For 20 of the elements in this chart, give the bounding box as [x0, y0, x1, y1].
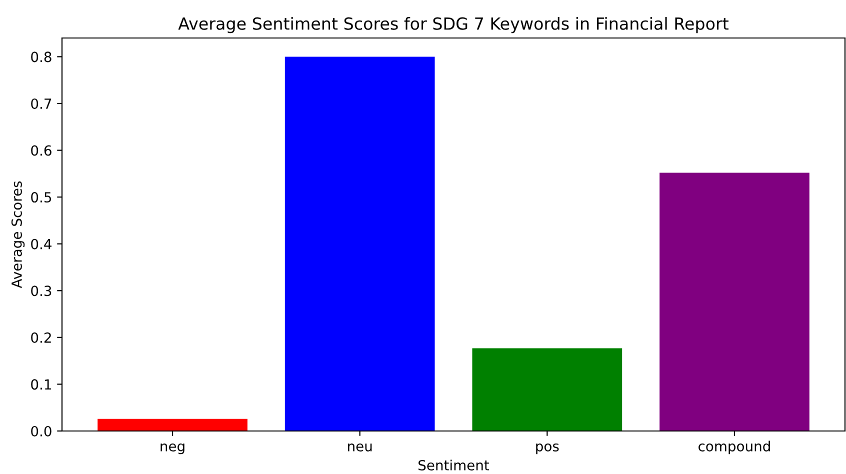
x-axis-title: Sentiment [418, 460, 490, 470]
y-tick-label: 0.8 [31, 52, 52, 62]
y-tick-label: 0.0 [31, 426, 52, 436]
bar [98, 418, 248, 431]
y-tick-label: 0.4 [31, 238, 52, 250]
chart-title: Average Sentiment Scores for SDG 7 Keywords in Financial Report [178, 17, 728, 34]
y-tick-label: 0.6 [31, 145, 52, 156]
y-tick-label: 0.5 [31, 192, 52, 203]
bar [284, 56, 435, 431]
y-tick-label: 0.2 [31, 332, 51, 343]
bar [472, 348, 622, 431]
y-tick-label: 0.3 [31, 286, 52, 296]
x-tick-label: neu [348, 444, 372, 452]
y-tick-label: 0.7 [31, 98, 52, 109]
x-tick-label: neg [160, 444, 184, 454]
y-axis-title: Average Scores [11, 181, 25, 288]
bar [660, 172, 810, 431]
y-tick-label: 0.1 [31, 379, 51, 390]
x-tick-label: compound [698, 440, 770, 454]
x-tick-label: pos [536, 444, 559, 454]
